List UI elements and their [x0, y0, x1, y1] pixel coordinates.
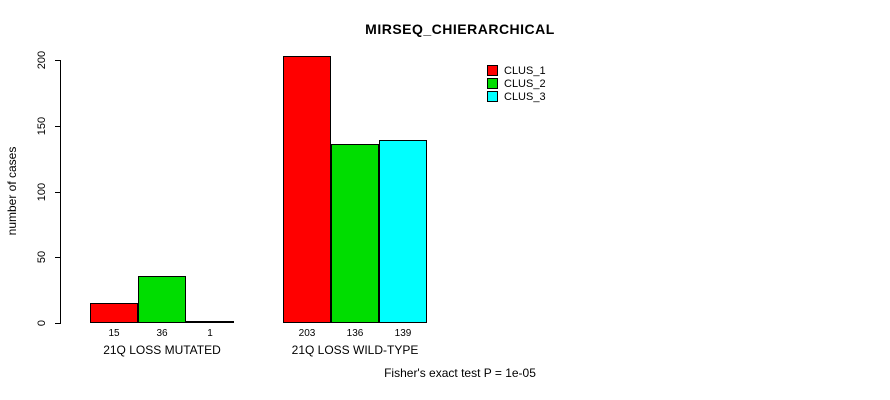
chart-title: MIRSEQ_CHIERARCHICAL: [365, 21, 555, 37]
y-axis-tick-label: 0: [36, 319, 48, 327]
y-axis-tick-label: 200: [36, 50, 48, 70]
y-axis-title: number of cases: [5, 146, 19, 236]
bar-value-label: 36: [156, 328, 168, 339]
plot-area: 0 50 100 150 200 15 36 1 21Q LOSS MUTATED 203 136 1…: [36, 51, 480, 365]
stat-annotation: Fisher's exact test P = 1e-05: [384, 366, 536, 380]
y-axis-tick: [55, 323, 60, 324]
bar-value-label: 1: [207, 328, 213, 339]
y-axis-tick-label: 150: [36, 116, 48, 135]
legend-item: CLUS_1: [487, 64, 546, 77]
legend: CLUS_1 CLUS_2 CLUS_3: [487, 64, 546, 103]
bar-clus_3: [186, 321, 234, 323]
y-axis-tick: [55, 125, 60, 127]
legend-label: CLUS_3: [504, 90, 546, 103]
bar-clus_1: [283, 56, 331, 323]
legend-label: CLUS_2: [504, 77, 546, 90]
bar-clus_2: [138, 275, 186, 323]
legend-swatch: [487, 91, 498, 102]
category-label: 21Q LOSS MUTATED: [103, 343, 221, 357]
bar-clus_3: [379, 140, 427, 323]
legend-item: CLUS_2: [487, 77, 546, 90]
legend-label: CLUS_1: [504, 64, 546, 77]
bar-clus_2: [331, 144, 379, 323]
bar-value-label: 203: [298, 328, 316, 339]
category-label: 21Q LOSS WILD-TYPE: [291, 343, 419, 357]
bar-value-label: 136: [346, 328, 364, 339]
y-axis-tick: [55, 257, 60, 259]
y-axis-tick-label: 50: [36, 251, 48, 264]
y-axis-tick: [55, 191, 60, 193]
bar-clus_1: [90, 303, 138, 323]
bar-value-label: 139: [394, 328, 412, 339]
y-axis-line: [60, 60, 61, 324]
legend-swatch: [487, 65, 498, 76]
legend-item: CLUS_3: [487, 90, 546, 103]
bar-value-label: 15: [108, 328, 120, 339]
y-axis-tick-label: 100: [36, 182, 48, 201]
y-axis-tick: [55, 60, 60, 61]
legend-swatch: [487, 78, 498, 89]
